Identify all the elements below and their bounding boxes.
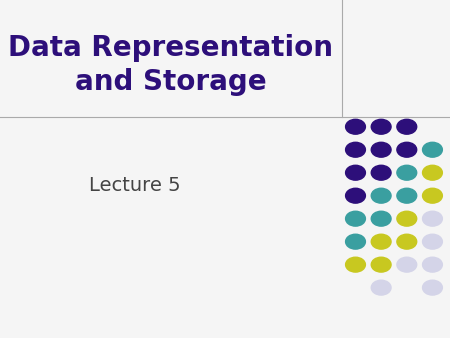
Circle shape xyxy=(371,211,391,226)
Circle shape xyxy=(423,211,442,226)
Circle shape xyxy=(397,211,417,226)
Circle shape xyxy=(397,119,417,134)
Circle shape xyxy=(346,119,365,134)
Text: Lecture 5: Lecture 5 xyxy=(89,176,181,195)
Circle shape xyxy=(346,142,365,157)
Circle shape xyxy=(346,211,365,226)
Circle shape xyxy=(346,257,365,272)
Circle shape xyxy=(423,280,442,295)
Circle shape xyxy=(397,257,417,272)
Circle shape xyxy=(397,165,417,180)
Circle shape xyxy=(371,280,391,295)
Circle shape xyxy=(371,142,391,157)
Text: Data Representation
and Storage: Data Representation and Storage xyxy=(9,34,333,96)
Circle shape xyxy=(423,257,442,272)
Circle shape xyxy=(423,165,442,180)
Circle shape xyxy=(346,234,365,249)
Circle shape xyxy=(423,188,442,203)
Circle shape xyxy=(371,119,391,134)
Circle shape xyxy=(397,188,417,203)
Circle shape xyxy=(397,234,417,249)
Circle shape xyxy=(423,142,442,157)
Circle shape xyxy=(371,188,391,203)
Circle shape xyxy=(371,257,391,272)
Circle shape xyxy=(371,234,391,249)
Circle shape xyxy=(397,142,417,157)
Circle shape xyxy=(423,234,442,249)
Circle shape xyxy=(346,165,365,180)
Circle shape xyxy=(371,165,391,180)
Circle shape xyxy=(346,188,365,203)
